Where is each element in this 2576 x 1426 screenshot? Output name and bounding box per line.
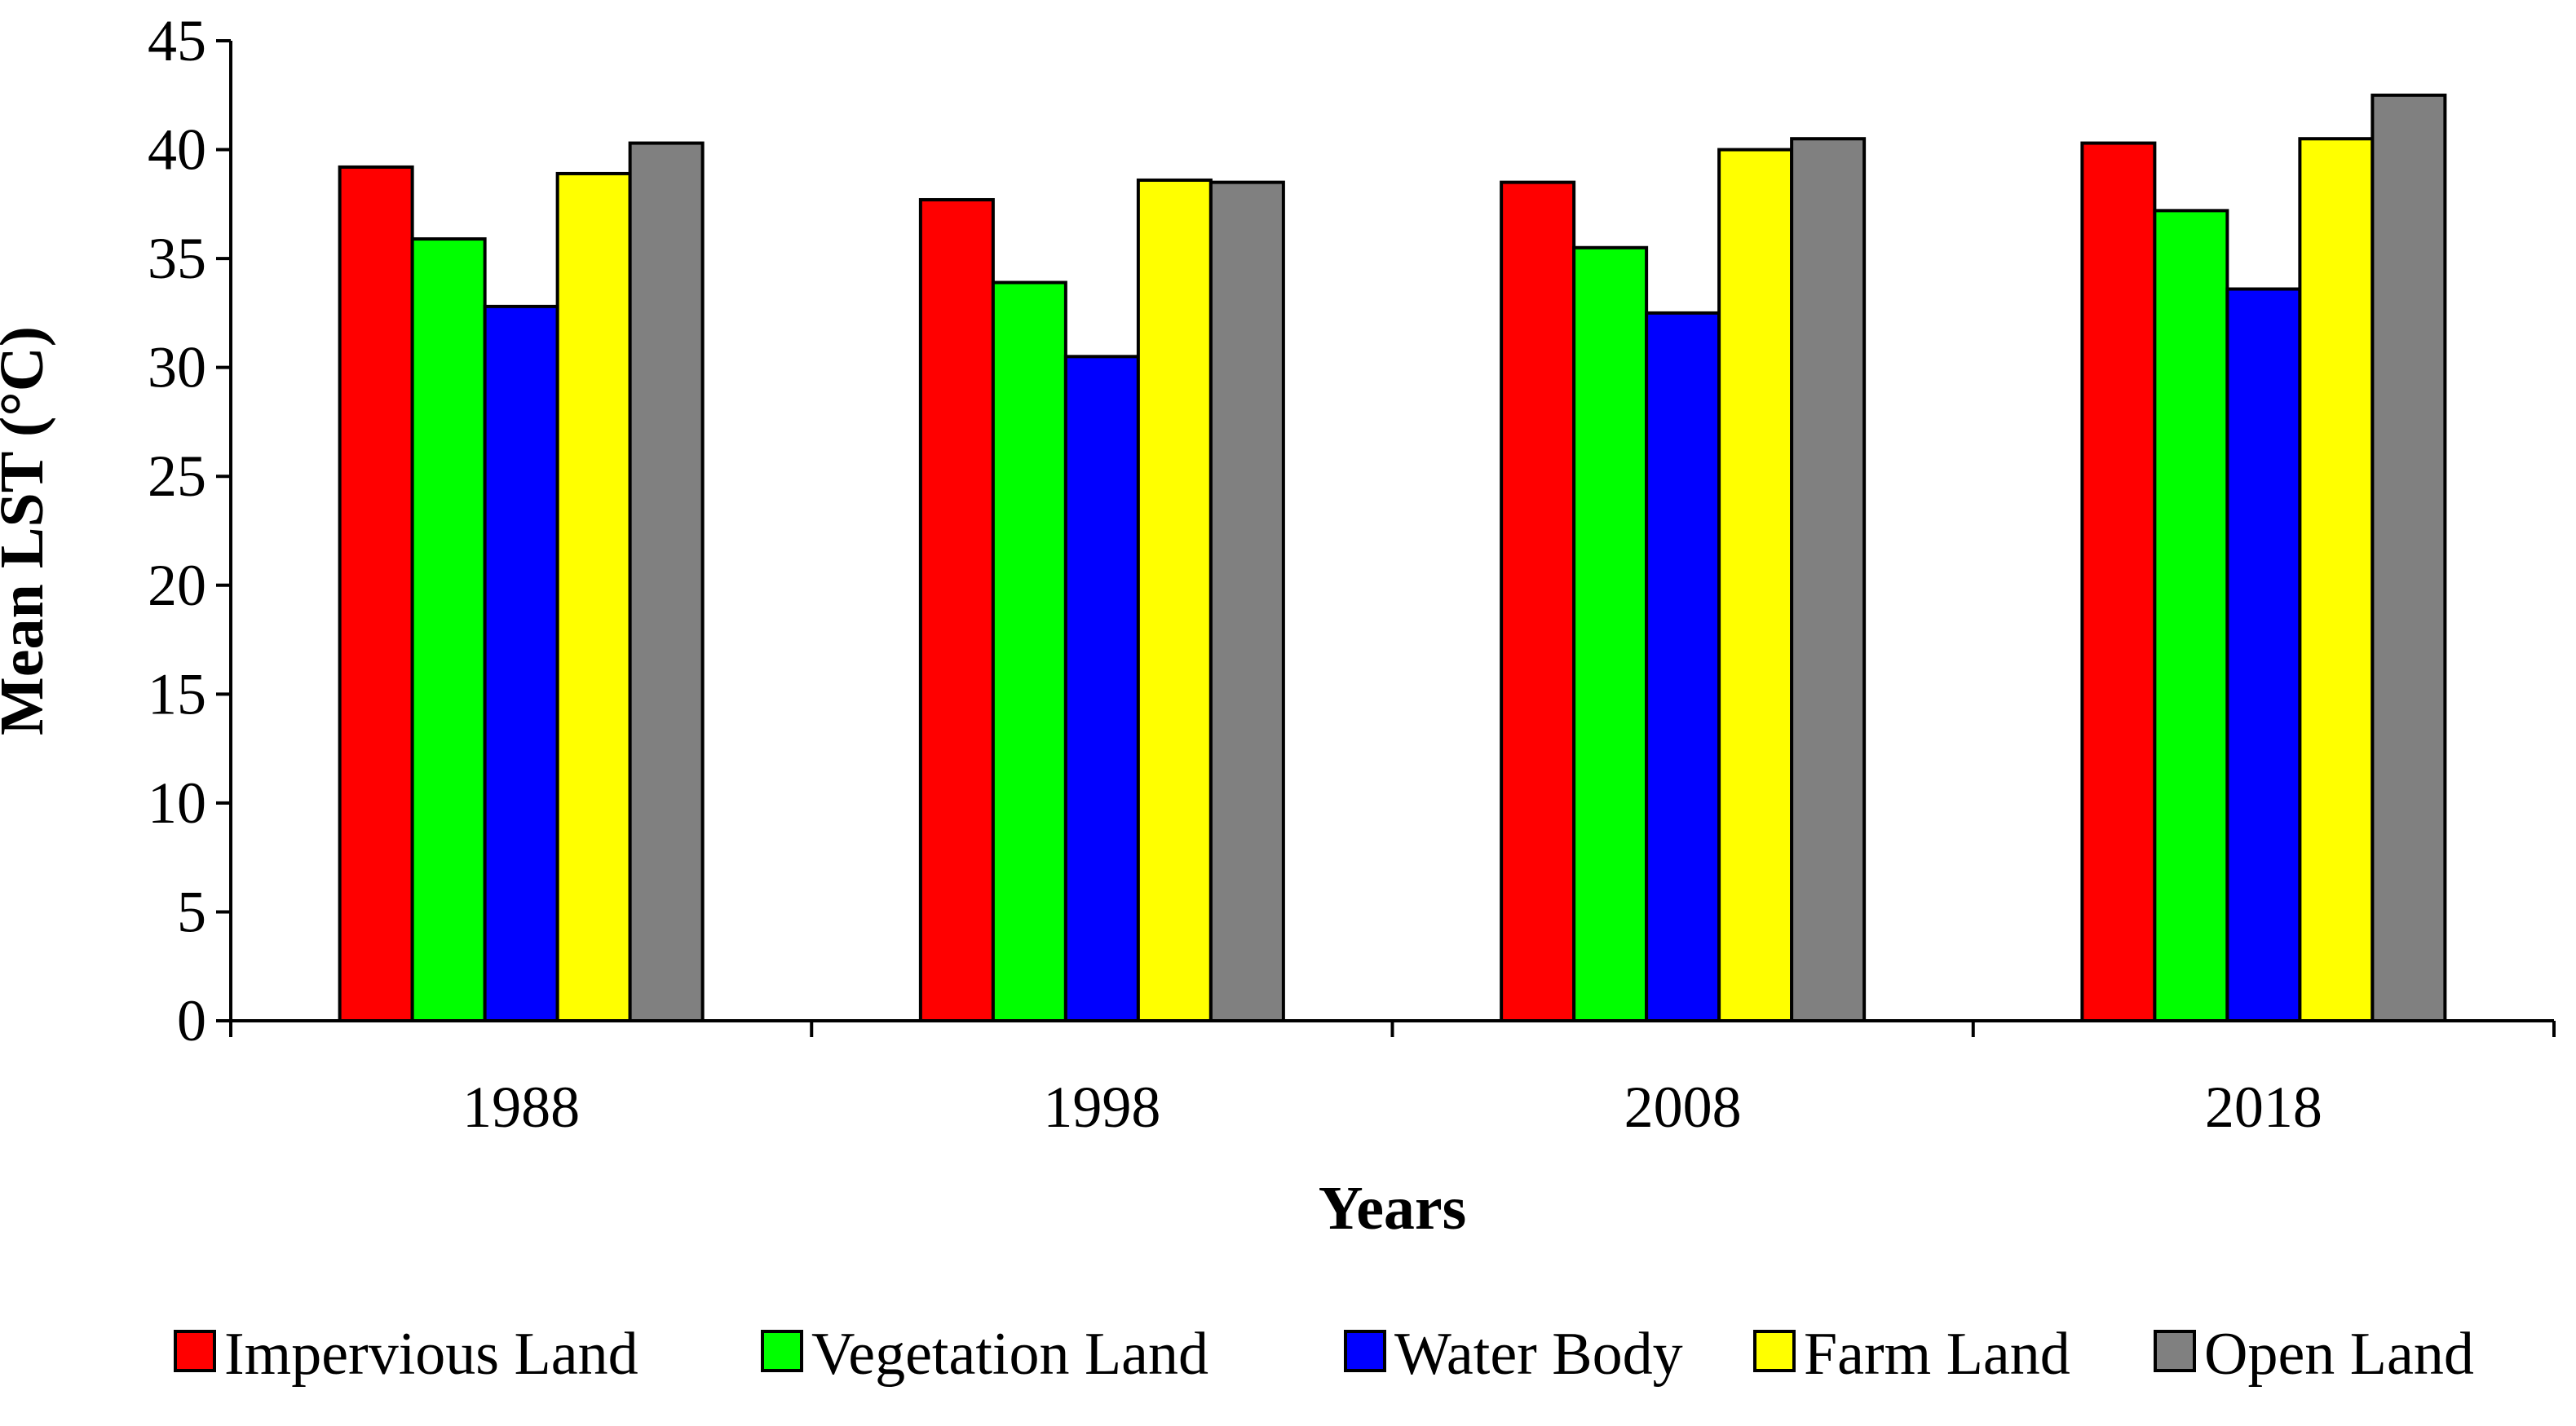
bar-open-land-1988 — [628, 141, 705, 1022]
legend-item-open-land: Open Land — [2154, 1321, 2474, 1388]
bar-open-land-2018 — [2371, 93, 2447, 1022]
bar-impervious-land-2018 — [2080, 141, 2157, 1022]
legend-label: Vegetation Land — [811, 1321, 1208, 1388]
x-tick-label: 2018 — [2205, 1075, 2322, 1140]
bar-vegetation-land-1988 — [410, 237, 487, 1022]
y-tick-label: 0 — [177, 988, 206, 1053]
bar-water-body-2018 — [2225, 287, 2302, 1022]
bar-farm-land-2018 — [2298, 137, 2375, 1023]
bar-open-land-2008 — [1790, 137, 1867, 1023]
bar-farm-land-1988 — [555, 171, 632, 1023]
legend-label: Open Land — [2204, 1321, 2474, 1388]
bar-water-body-1988 — [483, 304, 559, 1022]
legend-label: Farm Land — [1804, 1321, 2070, 1388]
legend: Impervious Land Vegetation Land Water Body… — [174, 1321, 2474, 1388]
bar-farm-land-2008 — [1717, 148, 1794, 1023]
legend-swatch — [174, 1330, 216, 1372]
legend-label: Impervious Land — [224, 1321, 638, 1388]
x-axis-title: Years — [1319, 1174, 1467, 1243]
legend-item-vegetation-land: Vegetation Land — [761, 1321, 1208, 1388]
bar-series — [338, 93, 2447, 1023]
legend-item-impervious-land: Impervious Land — [174, 1321, 638, 1388]
y-tick-label: 20 — [148, 553, 206, 618]
legend-label: Water Body — [1394, 1321, 1683, 1388]
bar-open-land-1998 — [1208, 180, 1285, 1023]
x-axis-ticks: 1988 1998 2008 2018 — [229, 1021, 2556, 1140]
bar-water-body-2008 — [1645, 311, 1721, 1022]
bar-water-body-1998 — [1063, 355, 1140, 1022]
bar-farm-land-1998 — [1136, 178, 1213, 1022]
x-tick-label: 2008 — [1624, 1075, 1742, 1140]
y-tick-label: 25 — [148, 444, 206, 509]
legend-swatch — [1344, 1330, 1386, 1372]
y-tick-label: 5 — [177, 879, 206, 944]
bar-vegetation-land-2018 — [2153, 209, 2229, 1022]
y-axis-title: Mean LST (°C) — [0, 326, 56, 735]
y-tick-label: 45 — [148, 8, 206, 73]
bar-vegetation-land-2008 — [1572, 245, 1649, 1022]
axes — [229, 41, 2554, 1022]
legend-swatch — [761, 1330, 803, 1372]
legend-swatch — [1753, 1330, 1796, 1372]
legend-swatch — [2154, 1330, 2196, 1372]
legend-item-farm-land: Farm Land — [1753, 1321, 2070, 1388]
y-tick-label: 40 — [148, 117, 206, 183]
bar-impervious-land-2008 — [1500, 180, 1576, 1023]
y-tick-label: 35 — [148, 226, 206, 291]
bar-vegetation-land-1998 — [991, 280, 1067, 1022]
legend-item-water-body: Water Body — [1344, 1321, 1683, 1388]
bar-impervious-land-1998 — [918, 197, 995, 1023]
y-tick-label: 15 — [148, 661, 206, 726]
y-axis-ticks: 0 5 10 15 20 25 30 35 40 45 — [148, 8, 231, 1053]
bar-impervious-land-1988 — [338, 165, 414, 1022]
x-tick-label: 1988 — [462, 1075, 580, 1140]
x-tick-label: 1998 — [1043, 1075, 1160, 1140]
y-tick-label: 10 — [148, 770, 206, 836]
y-tick-label: 30 — [148, 335, 206, 400]
